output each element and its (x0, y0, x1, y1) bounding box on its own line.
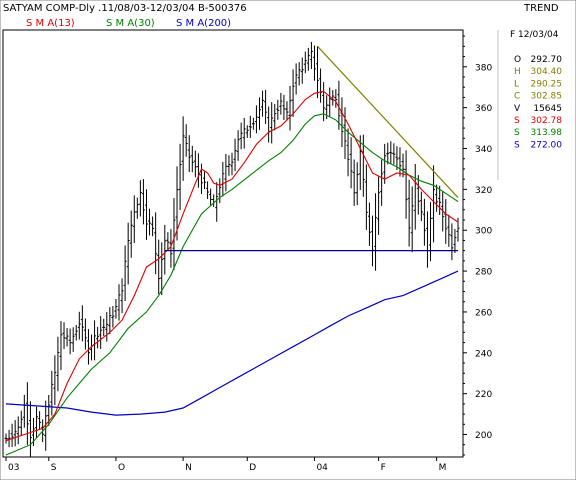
trend-line (317, 45, 459, 198)
x-tick-label: O (118, 463, 125, 473)
info-value: 15645 (533, 104, 562, 114)
sma30-line (5, 113, 459, 456)
y-tick-label: 240 (475, 349, 492, 359)
info-value: 304.40 (531, 67, 563, 77)
y-tick-label: 220 (475, 390, 492, 400)
info-key: L (514, 79, 519, 89)
info-value: 272.00 (531, 140, 563, 150)
info-value: 313.98 (531, 128, 563, 138)
y-tick-label: 300 (475, 227, 492, 237)
info-key: S (514, 116, 520, 126)
x-tick-label: M (439, 463, 447, 473)
x-axis: 03 S O N D 04 F M (5, 457, 447, 473)
y-tick-label: 360 (475, 104, 492, 114)
trend-label: TREND (523, 3, 559, 14)
legend-sma200: S M A(200) (176, 18, 231, 29)
info-key: O (514, 55, 521, 65)
info-value: 302.78 (531, 116, 563, 126)
info-key: V (514, 104, 521, 114)
info-date: F 12/03/04 (510, 30, 559, 40)
y-tick-label: 200 (475, 431, 492, 441)
info-key: H (514, 67, 521, 77)
info-key: S (514, 140, 520, 150)
legend-sma30: S M A(30) (106, 18, 155, 29)
info-value: 290.25 (531, 79, 563, 89)
y-tick-label: 320 (475, 186, 492, 196)
x-tick-label: S (51, 463, 57, 473)
info-panel: O 292.70 H 304.40 L 290.25 C 302.85 V 15645 S 302.7… (514, 55, 562, 150)
legend-sma13: S M A(13) (26, 18, 75, 29)
info-key: S (514, 128, 520, 138)
info-value: 292.70 (531, 55, 563, 65)
x-tick-label: F (381, 463, 386, 473)
plot-area (2, 29, 464, 458)
y-tick-label: 260 (475, 308, 492, 318)
y-tick-label: 280 (475, 268, 492, 278)
info-value: 302.85 (531, 92, 563, 102)
chart-title: SATYAM COMP-Dly .11/08/03-12/03/04 B-500… (3, 3, 247, 14)
sma200-line (5, 270, 459, 416)
info-key: C (514, 92, 520, 102)
x-tick-label: 04 (316, 463, 328, 473)
y-tick-label: 340 (475, 145, 492, 155)
y-tick-label: 380 (475, 63, 492, 73)
x-tick-label: 03 (8, 463, 19, 473)
x-tick-label: N (185, 463, 192, 473)
x-tick-label: D (249, 463, 256, 473)
y-axis: 200 220 240 260 280 300 320 340 360 380 (463, 35, 492, 456)
sma13-line (5, 90, 459, 442)
